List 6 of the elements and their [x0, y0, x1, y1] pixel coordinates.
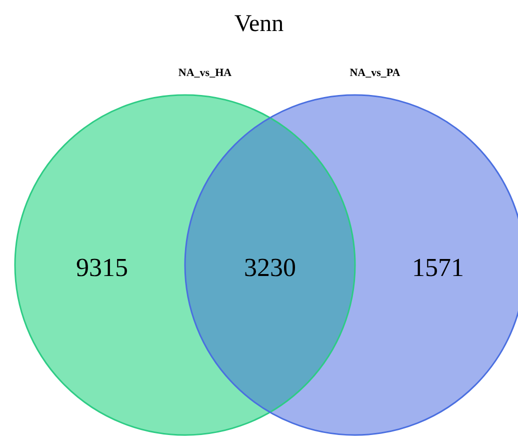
- text: NA_vs_PA: [350, 67, 400, 79]
- data-label: 9315: [76, 253, 128, 282]
- text: Venn: [234, 11, 284, 37]
- text: NA_vs_HA: [178, 67, 232, 79]
- data-label: 1571: [412, 253, 464, 282]
- data-label: 3230: [244, 253, 296, 282]
